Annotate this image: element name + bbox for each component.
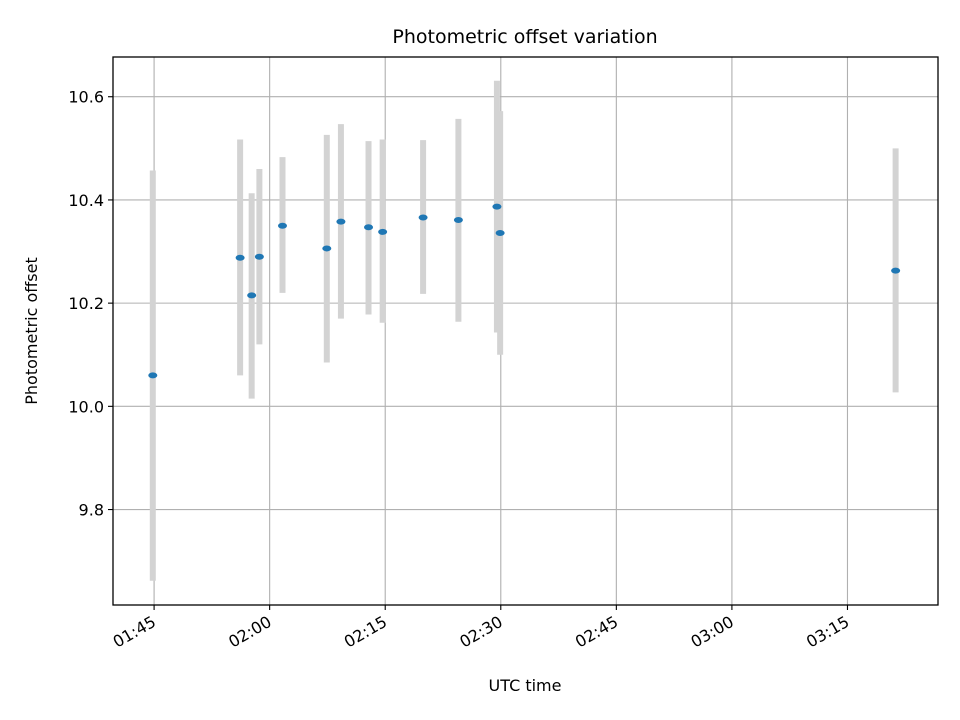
data-point bbox=[364, 224, 374, 231]
y-axis: 9.8 10.0 10.2 10.4 10.6 bbox=[68, 88, 113, 520]
data-point bbox=[495, 229, 505, 236]
y-tick-label: 10.0 bbox=[68, 397, 104, 416]
data-point bbox=[148, 372, 158, 379]
data-point bbox=[254, 253, 264, 260]
data-point bbox=[235, 254, 245, 261]
y-axis-title: Photometric offset bbox=[22, 257, 41, 405]
error-bars bbox=[149, 80, 899, 581]
x-axis: 01:45 02:00 02:15 02:30 02:45 03:00 03:15 bbox=[110, 605, 852, 652]
data-point bbox=[378, 228, 388, 235]
data-point bbox=[322, 245, 332, 252]
grid bbox=[113, 57, 938, 605]
data-markers bbox=[148, 203, 901, 379]
x-tick-label: 03:15 bbox=[803, 612, 852, 652]
x-tick-label: 01:45 bbox=[110, 612, 159, 652]
data-point bbox=[891, 267, 901, 274]
y-tick-label: 10.4 bbox=[68, 191, 104, 210]
data-point bbox=[492, 203, 502, 210]
x-tick-label: 02:30 bbox=[456, 612, 505, 652]
data-point bbox=[418, 214, 428, 221]
x-tick-label: 02:15 bbox=[341, 612, 390, 652]
data-point bbox=[277, 222, 287, 229]
chart-title: Photometric offset variation bbox=[392, 26, 657, 48]
plot-frame bbox=[112, 56, 939, 606]
data-point bbox=[247, 292, 257, 299]
x-tick-label: 02:00 bbox=[225, 612, 274, 652]
y-tick-label: 9.8 bbox=[79, 501, 104, 520]
y-tick-label: 10.6 bbox=[68, 88, 104, 107]
data-point bbox=[453, 217, 463, 224]
data-point bbox=[336, 218, 346, 225]
x-tick-label: 02:45 bbox=[572, 612, 621, 652]
x-tick-label: 03:00 bbox=[687, 612, 736, 652]
x-axis-title: UTC time bbox=[489, 676, 562, 695]
y-tick-label: 10.2 bbox=[68, 294, 104, 313]
